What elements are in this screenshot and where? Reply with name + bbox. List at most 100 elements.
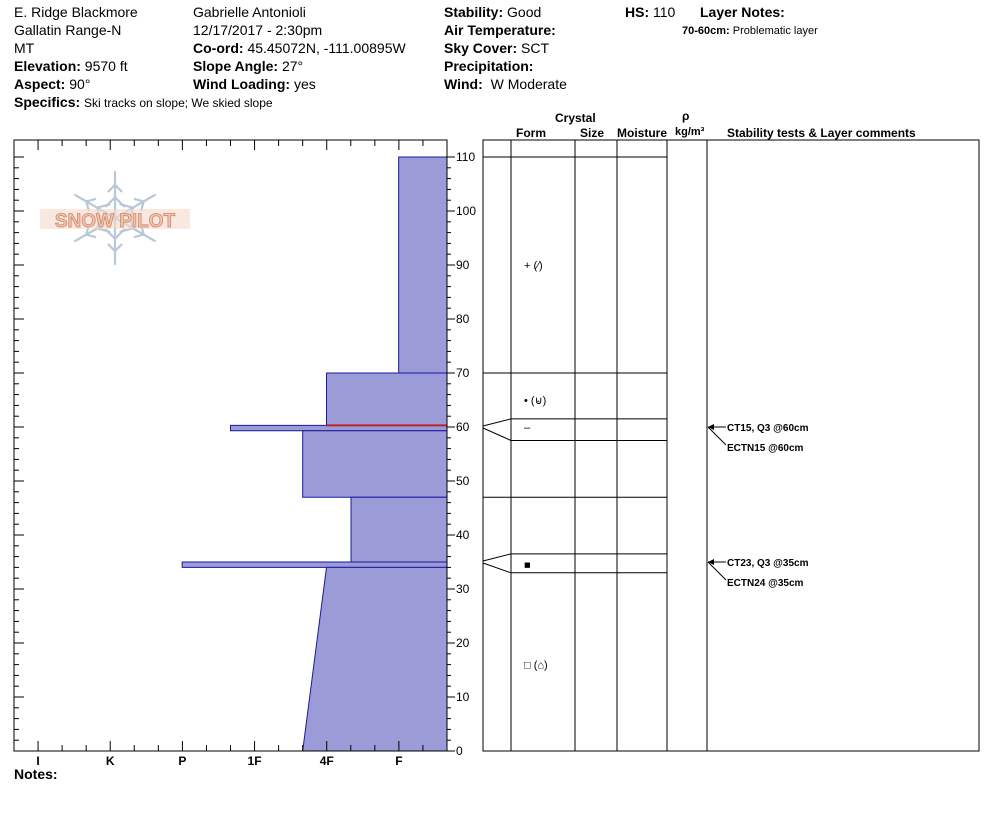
elevation-label: Elevation: [14,58,81,74]
date-time: 12/17/2017 - 2:30pm [193,22,323,38]
stability-value: Good [507,4,542,20]
mountain-range: Gallatin Range-N [14,22,122,38]
table-border [482,139,980,752]
snowflake-branch-3-1a [107,243,117,253]
snowflake-branch-3-1b [113,243,123,253]
layer-note: 70-60cm: Problematic layer [682,23,818,39]
y-tick-label-100: 100 [456,204,476,218]
snowflake-branch-3-0a [104,228,117,240]
observer: Gabrielle Antonioli [193,4,306,20]
test-arrow-b-1 [707,561,727,581]
state: MT [14,40,35,56]
snowflake-branch-5-1a [140,200,145,212]
snowflake-branch-1-0a [95,203,111,209]
moisture-header: Moisture [617,126,668,140]
y-tick-label-30: 30 [456,582,470,596]
x-tick-label-I: I [36,754,39,768]
hardness-layer-6 [302,566,448,752]
snowpilot-logo: SNOW PILOT [40,170,190,266]
snowflake-branch-4-1a [133,233,145,239]
layer-notes-label: Layer Notes: [700,4,785,20]
snowflake-branch-1-1a [85,197,97,203]
test-arrowhead-0 [708,424,714,430]
crystal-header: Crystal [555,111,596,125]
aspect-value: 90° [69,76,91,92]
aspect: Aspect: 90° [14,76,90,92]
test-label-2-0: ECTN15 @60cm [727,443,804,454]
test-label-2-1: ECTN24 @35cm [727,578,804,589]
hs-value: 110 [653,4,676,20]
elevation-value: 9570 ft [84,58,128,74]
layer-note-text: Problematic layer [732,25,818,37]
air-temperature-label: Air Temperature: [444,22,556,38]
y-tick-label-80: 80 [456,312,470,326]
connector-up-1 [482,553,512,562]
snow-height: HS: 110 [625,4,675,20]
slope-label: Slope Angle: [193,58,279,74]
hardness-layer-0 [398,156,448,374]
notes-label: Notes: [14,766,58,782]
grain-form-3: ■ [524,560,531,572]
stability-label: Stability: [444,4,504,20]
hardness-layer-5 [181,561,448,568]
coordinates: Co-ord: 45.45072N, -111.00895W [193,40,406,56]
x-tick-label-1F: 1F [248,754,262,768]
snowflake-branch-0-1a [113,183,123,193]
sky-label: Sky Cover: [444,40,518,56]
layer-table: + (⁄) • (⊌) – ■ □ (⌂) CT15, Q3 @60cm ECTN15 @6… [482,139,980,752]
specifics-value: Ski tracks on slope; We skied slope [84,96,273,110]
snowflake-branch-2-1b [85,233,97,239]
test-arrow-b-0 [707,426,727,446]
coord-value: 45.45072N, -111.00895W [247,40,406,56]
depth-axis: 0 10 20 30 40 50 60 70 80 90 100 110 [14,150,476,758]
hardness-layers [181,156,448,752]
x-tick-label-4F: 4F [320,754,334,768]
wind-label: Wind: [444,76,483,92]
y-tick-label-60: 60 [456,420,470,434]
x-tick-label-F: F [395,754,402,768]
logo-banner [40,209,190,229]
location: E. Ridge Blackmore [14,4,138,20]
sky-value: SCT [521,40,550,56]
hardness-axis: I K P 1F 4F F [13,140,448,768]
snowflake-branch-0-1b [107,183,117,193]
wind: Wind: W Moderate [444,76,567,92]
slope-angle: Slope Angle: 27° [193,58,303,74]
y-tick-label-0: 0 [456,744,463,758]
hs-label: HS: [625,4,650,20]
specifics: Specifics: Ski tracks on slope; We skied… [14,94,273,111]
connector-up-0 [482,418,512,427]
y-tick-label-20: 20 [456,636,470,650]
layer-note-depth: 70-60cm: [682,25,730,37]
grain-form-0: + (⁄) [524,260,543,272]
y-tick-label-90: 90 [456,258,470,272]
grain-form-4: □ (⌂) [524,660,548,672]
slope-value: 27° [281,58,304,74]
logo-text: SNOW PILOT [55,211,176,232]
sky-cover: Sky Cover: SCT [444,40,549,56]
y-tick-label-10: 10 [456,690,470,704]
rho-header: ρ [682,109,690,123]
precipitation-label: Precipitation: [444,58,534,74]
y-tick-label-50: 50 [456,474,470,488]
snowflake-branch-1-1b [85,200,90,212]
coord-label: Co-ord: [193,40,244,56]
windload-label: Wind Loading: [193,76,291,92]
elevation: Elevation: 9570 ft [14,58,128,74]
hardness-layer-3 [302,430,448,498]
test-arrowhead-1 [708,559,714,565]
y-tick-label-40: 40 [456,528,470,542]
specifics-label: Specifics: [14,94,81,110]
density-unit-header: kg/m³ [675,126,705,138]
connector-down-0 [482,427,512,441]
stability: Stability: Good [444,4,541,20]
wind-value: W Moderate [490,76,567,92]
test-label-1-1: CT23, Q3 @35cm [727,558,809,569]
size-header: Size [580,126,605,140]
hardness-layer-4 [350,496,448,563]
x-tick-label-K: K [106,754,115,768]
grain-form-1: • (⊌) [524,395,546,407]
stability-tests-header: Stability tests & Layer comments [727,126,916,140]
hardness-layer-1 [325,372,448,426]
